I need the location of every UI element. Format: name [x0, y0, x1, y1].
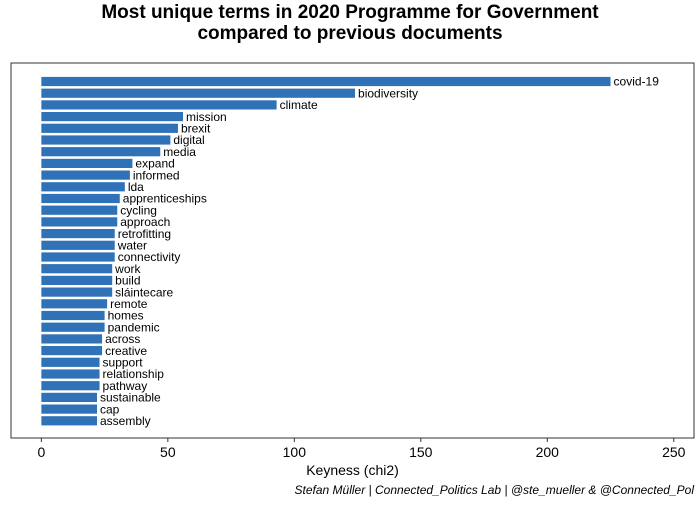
bar-climate [41, 100, 277, 110]
bar-label-approach: approach [120, 215, 170, 229]
bar-build [41, 275, 113, 285]
bar-label-digital: digital [173, 133, 204, 147]
bar-retrofitting [41, 229, 115, 239]
x-tick-label-200: 200 [536, 444, 560, 460]
bar-label-cap: cap [100, 402, 120, 416]
bar-label-assembly: assembly [100, 414, 151, 428]
bar-label-expand: expand [135, 157, 174, 171]
bar-label-creative: creative [105, 344, 147, 358]
bar-label-biodiversity: biodiversity [358, 86, 418, 100]
bar-creative [41, 346, 103, 356]
bar-label-across: across [105, 332, 140, 346]
bar-homes [41, 310, 105, 321]
chart-caption: Stefan Müller | Connected_Politics Lab |… [294, 483, 694, 497]
x-tick-label-50: 50 [160, 444, 176, 460]
bar-label-media: media [163, 145, 196, 159]
plot-frame [10, 62, 695, 439]
x-tick-label-100: 100 [283, 444, 307, 460]
bar-label-cycling: cycling [120, 203, 157, 217]
x-axis-label: Keyness (chi2) [306, 462, 399, 478]
bar-relationship [41, 369, 100, 379]
bar-label-work: work [114, 262, 141, 276]
bar-cap [41, 404, 98, 414]
bar-approach [41, 217, 118, 227]
chart-title: Most unique terms in 2020 Programme for … [0, 2, 700, 44]
chart-title-line-1: Most unique terms in 2020 Programme for … [101, 2, 599, 23]
bar-sustainable [41, 392, 98, 402]
bar-informed [41, 170, 130, 180]
bar-label-relationship: relationship [103, 367, 165, 381]
bar-label-informed: informed [133, 168, 180, 182]
bar-label-remote: remote [110, 297, 148, 311]
bar-pandemic [41, 322, 105, 332]
bar-digital [41, 135, 171, 145]
bar-label-support: support [103, 356, 144, 370]
bar-label-build: build [115, 274, 140, 288]
bar-label-sustainable: sustainable [100, 391, 161, 405]
bar-cycling [41, 205, 118, 215]
bar-connectivity [41, 252, 115, 262]
bar-support [41, 357, 100, 367]
bar-label-water: water [117, 239, 147, 253]
bar-work [41, 264, 113, 274]
x-tick-label-150: 150 [409, 444, 433, 460]
bar-water [41, 240, 115, 250]
bar-label-sláintecare: sláintecare [115, 285, 173, 299]
bar-label-apprenticeships: apprenticeships [123, 192, 207, 206]
bar-remote [41, 299, 108, 309]
bar-pathway [41, 381, 100, 391]
bar-label-lda: lda [128, 180, 144, 194]
bar-label-retrofitting: retrofitting [118, 227, 171, 241]
bar-biodiversity [41, 88, 356, 98]
bar-expand [41, 158, 133, 168]
chart-title-line-2: compared to previous documents [197, 23, 503, 44]
bar-mission [41, 112, 184, 122]
bar-label-pathway: pathway [103, 379, 148, 393]
bar-across [41, 334, 103, 344]
bar-apprenticeships [41, 193, 120, 204]
bar-lda [41, 182, 125, 192]
bar-sláintecare [41, 287, 113, 297]
bar-covid-19 [41, 76, 611, 87]
bar-label-climate: climate [280, 98, 318, 112]
bar-brexit [41, 123, 178, 133]
bar-label-homes: homes [108, 309, 144, 323]
bar-label-pandemic: pandemic [108, 320, 160, 334]
bar-label-connectivity: connectivity [118, 250, 181, 264]
bar-label-covid-19: covid-19 [614, 75, 660, 89]
bar-media [41, 147, 161, 157]
bar-label-brexit: brexit [181, 122, 211, 136]
x-tick-label-0: 0 [37, 444, 45, 460]
bar-label-mission: mission [186, 110, 227, 124]
bar-assembly [41, 416, 98, 426]
x-tick-label-250: 250 [662, 444, 686, 460]
